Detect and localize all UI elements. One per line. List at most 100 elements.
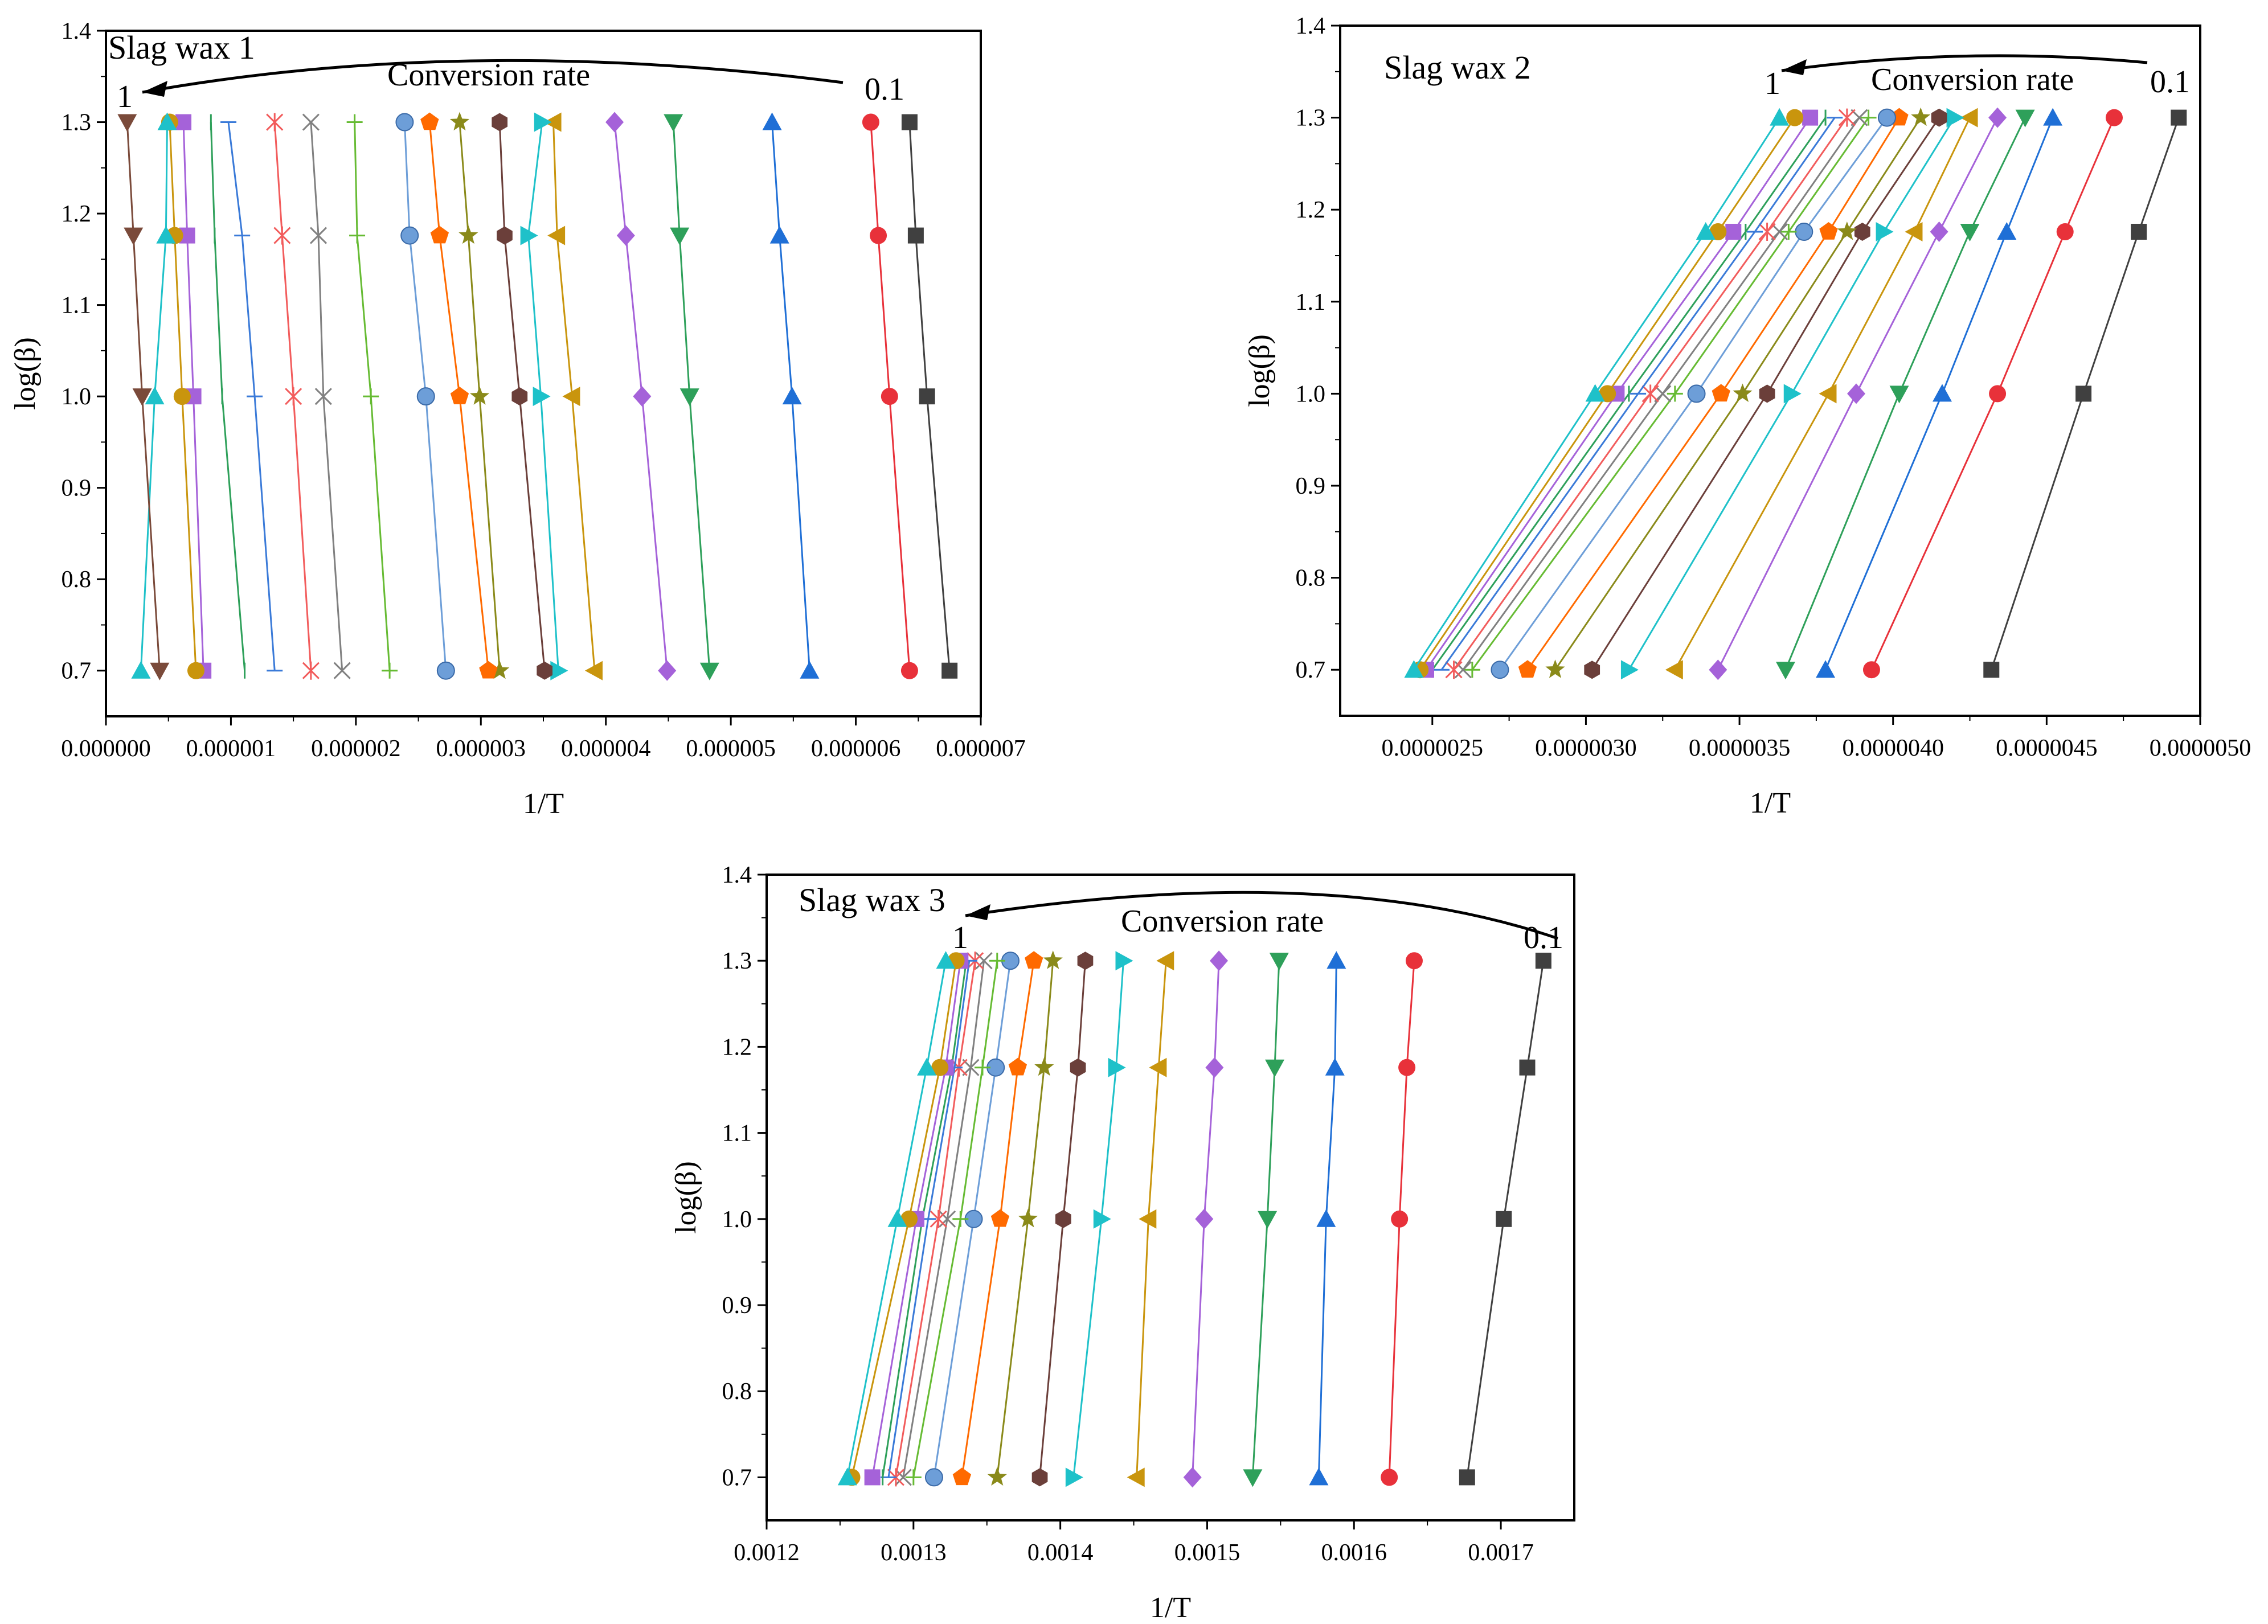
data-point: [1156, 951, 1174, 971]
x-axis: 0.0000025 0.0000030 0.0000035 0.0000040 0.00…: [1382, 716, 2251, 761]
data-point: [1398, 1059, 1416, 1076]
data-point: [1837, 221, 1857, 240]
y-axis-title: log(β): [9, 337, 42, 410]
series-0.7: [302, 113, 351, 679]
data-point: [492, 113, 508, 132]
series-line: [210, 122, 246, 671]
data-point: [699, 662, 719, 680]
data-point: [1077, 952, 1094, 970]
data-point: [420, 112, 439, 130]
series-0.3: [605, 112, 677, 681]
y-tick-label: 0.7: [722, 1465, 752, 1491]
data-point: [537, 661, 553, 680]
data-point: [1862, 661, 1880, 679]
data-point: [490, 660, 510, 679]
conversion-rate-label: Conversion rate: [1121, 904, 1324, 939]
series-0.85: [210, 114, 246, 679]
series-line: [1784, 117, 2026, 670]
x-tick-label: 0.0000050: [2150, 735, 2251, 761]
y-tick-label: 1.4: [62, 18, 92, 44]
series-0.8: [220, 121, 283, 672]
series-0.9: [175, 114, 212, 679]
series-0.6: [1491, 108, 1896, 679]
series-line: [846, 960, 947, 1478]
data-point: [1960, 223, 1980, 241]
series-line: [1870, 117, 2115, 670]
data-point: [2056, 223, 2074, 240]
y-tick-label: 1.3: [1296, 105, 1326, 132]
y-tick-label: 0.9: [1296, 473, 1326, 499]
series-0.25: [1775, 109, 2035, 680]
data-point: [173, 388, 191, 405]
data-point: [1876, 222, 1894, 241]
data-point: [1055, 1209, 1071, 1228]
data-point: [1877, 108, 1896, 127]
series-0.15: [1381, 952, 1423, 1486]
conversion-end-label: 1: [117, 79, 133, 114]
data-point: [782, 387, 802, 405]
plot-frame: [1339, 24, 2201, 717]
series-line: [902, 961, 985, 1478]
data-point: [900, 662, 918, 679]
series-0.35: [1665, 108, 1978, 680]
series-line: [1251, 961, 1280, 1478]
data-point: [562, 387, 580, 407]
data-point: [1025, 951, 1043, 969]
series-line: [1554, 117, 1922, 671]
series-line: [1317, 961, 1337, 1478]
data-point: [769, 225, 789, 244]
series-0.65: [346, 114, 398, 679]
series-line: [933, 960, 1012, 1478]
data-point: [157, 112, 177, 130]
x-tick-label: 0.0013: [881, 1540, 947, 1566]
x-tick-label: 0.000007: [936, 736, 1026, 762]
series-0.2: [1816, 108, 2063, 678]
data-point: [117, 114, 137, 132]
y-tick-label: 0.8: [62, 567, 92, 593]
series-line: [273, 122, 312, 671]
series-layer: [1404, 107, 2187, 680]
x-axis: 0.0012 0.0013 0.0014 0.0015 0.0016 0.0017: [734, 1520, 1534, 1566]
data-point: [1585, 384, 1605, 402]
series-0.25: [1243, 953, 1289, 1487]
data-point: [1770, 108, 1790, 126]
series-line: [1136, 961, 1167, 1478]
series-0.65: [1464, 109, 1877, 678]
plot-frame: [105, 30, 982, 717]
series-line: [126, 122, 161, 671]
series-line: [1526, 117, 1900, 671]
data-point: [584, 661, 603, 680]
data-point: [1847, 383, 1865, 404]
data-point: [1034, 1057, 1054, 1076]
data-point: [919, 388, 935, 405]
data-point: [1070, 1058, 1086, 1077]
data-point: [936, 951, 956, 969]
data-point: [547, 225, 566, 245]
conversion-rate-label: Conversion rate: [1871, 62, 2074, 97]
data-point: [1819, 222, 1838, 240]
data-point: [924, 1468, 943, 1487]
series-0.1: [1983, 109, 2187, 678]
x-tick-label: 0.0000030: [1535, 735, 1637, 761]
data-point: [1905, 222, 1923, 241]
data-point: [941, 662, 958, 679]
data-point: [1802, 109, 1819, 126]
data-point: [1911, 107, 1931, 126]
data-point: [1183, 1467, 1202, 1488]
series-0.35: [1127, 951, 1174, 1487]
series-0.1: [901, 114, 958, 679]
data-point: [658, 660, 677, 681]
data-point: [1115, 951, 1133, 971]
data-point: [1018, 1208, 1038, 1228]
y-tick-label: 0.9: [62, 475, 92, 502]
x-tick-label: 0.0012: [734, 1540, 800, 1566]
data-point: [1496, 1211, 1512, 1227]
data-point: [1325, 1057, 1345, 1076]
series-1: [837, 951, 956, 1486]
y-tick-label: 1.2: [1296, 197, 1326, 223]
series-0.4: [1620, 108, 1964, 680]
series-line: [1419, 117, 1796, 671]
panel-slag-wax-3: 0.0012 0.0013 0.0014 0.0015 0.0016 0.0017 0.7…: [670, 862, 1575, 1624]
y-tick-label: 1.1: [1296, 289, 1326, 315]
series-0.55: [420, 112, 498, 679]
